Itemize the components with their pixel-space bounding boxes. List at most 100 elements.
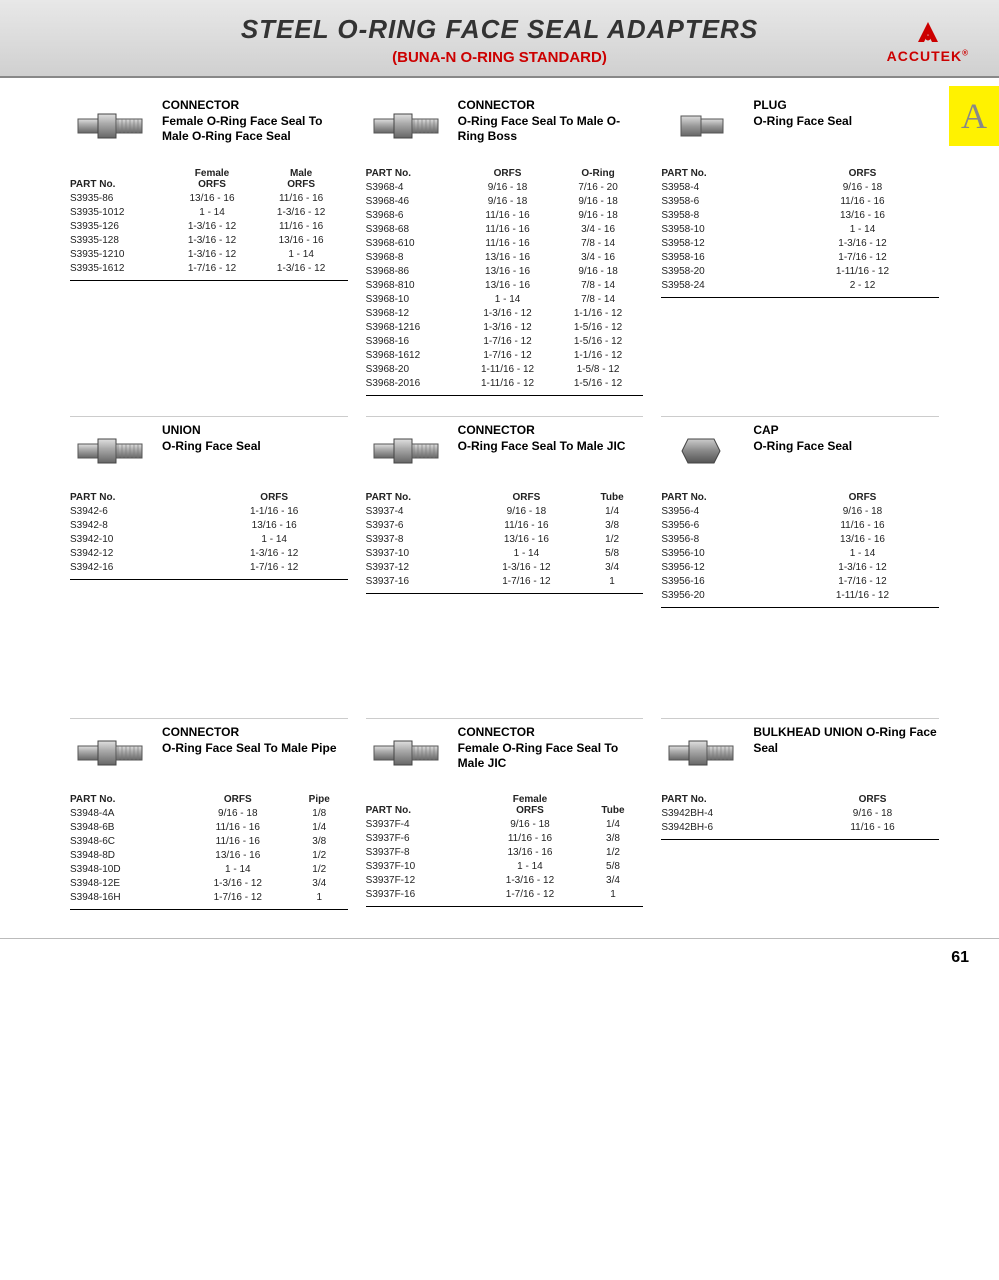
table-row: S3935-8613/16 - 1611/16 - 16	[70, 192, 348, 206]
table-row: S3958-813/16 - 16	[661, 209, 939, 223]
column-header: PART No.	[661, 168, 790, 181]
table-cell: 13/16 - 16	[205, 519, 348, 533]
table-cell: S3968-10	[366, 293, 463, 307]
table-cell: 3/4	[295, 877, 348, 891]
table-cell: 1-3/16 - 12	[185, 877, 295, 891]
page-header: STEEL O-RING FACE SEAL ADAPTERS (BUNA-N …	[0, 0, 999, 78]
table-cell: S3937F-16	[366, 888, 478, 902]
table-row: S3948-6B11/16 - 161/4	[70, 821, 348, 835]
page-number: 61	[0, 938, 999, 977]
column-header: PART No.	[661, 794, 810, 807]
table-cell: S3942BH-4	[661, 807, 810, 821]
product-s3937f: CONNECTORFemale O-Ring Face Seal To Male…	[366, 718, 644, 918]
column-header: ORFS	[472, 492, 585, 505]
product-s3948: CONNECTORO-Ring Face Seal To Male PipePA…	[70, 718, 348, 918]
table-cell: 3/8	[587, 832, 644, 846]
table-cell: S3948-16H	[70, 891, 185, 905]
table-cell: 1/4	[295, 821, 348, 835]
table-cell: S3942-6	[70, 505, 205, 519]
table-cell: 1	[587, 888, 644, 902]
table-row: S3968-611/16 - 169/16 - 18	[366, 209, 644, 223]
spec-table: PART No.ORFSTubeS3937-49/16 - 181/4S3937…	[366, 492, 644, 594]
table-row: S3942-121-3/16 - 12	[70, 547, 348, 561]
table-row: S3937F-813/16 - 161/2	[366, 846, 644, 860]
table-cell: S3937-12	[366, 561, 472, 575]
table-row: S3956-813/16 - 16	[661, 533, 939, 547]
product-title: CONNECTORFemale O-Ring Face Seal To Male…	[162, 98, 348, 145]
table-row: S3968-201-11/16 - 121-5/8 - 12	[366, 363, 644, 377]
table-cell: 1/2	[587, 846, 644, 860]
table-cell: 1-7/16 - 12	[472, 575, 585, 589]
table-cell: 11/16 - 16	[462, 209, 556, 223]
table-cell: 7/16 - 20	[557, 181, 644, 195]
table-row: S3968-12161-3/16 - 121-5/16 - 12	[366, 321, 644, 335]
table-cell: 5/8	[585, 547, 644, 561]
page-title: STEEL O-RING FACE SEAL ADAPTERS	[20, 14, 979, 45]
spec-table: PART No.ORFSS3958-49/16 - 18S3958-611/16…	[661, 168, 939, 298]
product-title: CONNECTORO-Ring Face Seal To Male O-Ring…	[458, 98, 644, 145]
product-s3958: PLUGO-Ring Face SealPART No.ORFSS3958-49…	[661, 92, 939, 404]
table-cell: 1/2	[295, 863, 348, 877]
table-row: S3968-16121-7/16 - 121-1/16 - 12	[366, 349, 644, 363]
table-row: S3958-201-11/16 - 12	[661, 265, 939, 279]
table-cell: S3937F-6	[366, 832, 478, 846]
table-cell: 1-3/16 - 12	[169, 220, 258, 234]
table-cell: 11/16 - 16	[472, 519, 585, 533]
table-cell: 1 - 14	[259, 248, 348, 262]
table-cell: 11/16 - 16	[185, 821, 295, 835]
table-cell: 1-7/16 - 12	[205, 561, 348, 575]
table-cell: 9/16 - 18	[790, 505, 939, 519]
product-header: BULKHEAD UNION O-Ring Face Seal	[661, 718, 939, 794]
spec-table: PART No.FemaleORFSTubeS3937F-49/16 - 181…	[366, 794, 644, 907]
table-cell: 11/16 - 16	[810, 821, 939, 835]
table-cell: S3968-610	[366, 237, 463, 251]
column-header: PART No.	[366, 168, 463, 181]
column-header: FemaleORFS	[169, 168, 258, 192]
table-row: S3956-611/16 - 16	[661, 519, 939, 533]
table-cell: S3958-8	[661, 209, 790, 223]
table-cell: 1-11/16 - 12	[790, 265, 939, 279]
product-s3937: CONNECTORO-Ring Face Seal To Male JICPAR…	[366, 416, 644, 706]
table-cell: 13/16 - 16	[259, 234, 348, 248]
table-cell: 1-3/16 - 12	[477, 874, 586, 888]
table-cell: S3935-126	[70, 220, 169, 234]
table-cell: S3968-16	[366, 335, 463, 349]
table-row: S3948-16H1-7/16 - 121	[70, 891, 348, 905]
table-cell: 7/8 - 14	[557, 237, 644, 251]
table-cell: S3956-4	[661, 505, 790, 519]
table-cell: 1-3/16 - 12	[259, 206, 348, 220]
table-cell: S3948-4A	[70, 807, 185, 821]
table-cell: S3956-20	[661, 589, 790, 603]
product-header: PLUGO-Ring Face Seal	[661, 92, 939, 168]
table-cell: S3948-8D	[70, 849, 185, 863]
table-cell: 1	[295, 891, 348, 905]
column-header: PART No.	[366, 492, 472, 505]
table-cell: 9/16 - 18	[462, 195, 556, 209]
table-row: S3956-201-11/16 - 12	[661, 589, 939, 603]
table-row: S3958-49/16 - 18	[661, 181, 939, 195]
table-cell: 13/16 - 16	[472, 533, 585, 547]
table-cell: S3948-6B	[70, 821, 185, 835]
table-cell: 9/16 - 18	[472, 505, 585, 519]
fitting-thumbnail-icon	[70, 98, 150, 153]
table-cell: 1-7/16 - 12	[477, 888, 586, 902]
product-title: CAPO-Ring Face Seal	[753, 423, 852, 454]
table-cell: S3948-12E	[70, 877, 185, 891]
table-row: S3937-161-7/16 - 121	[366, 575, 644, 589]
product-s3956: CAPO-Ring Face Seal PART No.ORFSS3956-49/…	[661, 416, 939, 706]
table-cell: 1 - 14	[205, 533, 348, 547]
spec-table: PART No.ORFSPipeS3948-4A9/16 - 181/8S394…	[70, 794, 348, 910]
column-header: ORFS	[185, 794, 295, 807]
table-cell: S3942-16	[70, 561, 205, 575]
column-header: PART No.	[70, 492, 205, 505]
fitting-thumbnail-icon	[661, 98, 741, 153]
fitting-thumbnail-icon	[661, 725, 741, 780]
table-cell: S3968-46	[366, 195, 463, 209]
table-row: S3937F-49/16 - 181/4	[366, 818, 644, 832]
table-cell: S3935-128	[70, 234, 169, 248]
table-row: S3937-49/16 - 181/4	[366, 505, 644, 519]
spec-table: PART No.ORFSS3956-49/16 - 18S3956-611/16…	[661, 492, 939, 608]
fitting-thumbnail-icon	[70, 725, 150, 780]
column-header: PART No.	[70, 168, 169, 192]
table-cell: 1/2	[585, 533, 644, 547]
